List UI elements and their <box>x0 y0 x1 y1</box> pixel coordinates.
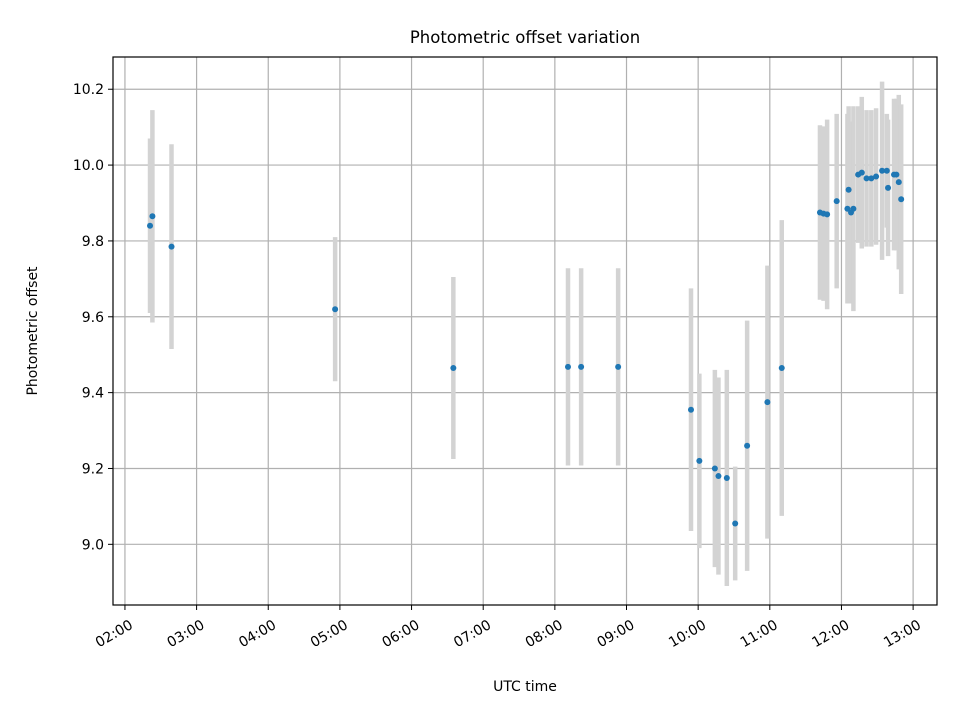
data-point <box>711 465 718 472</box>
data-point <box>879 167 886 174</box>
x-axis-label: UTC time <box>493 679 557 695</box>
data-point <box>895 179 902 186</box>
data-point <box>149 213 156 220</box>
data-points <box>147 167 905 527</box>
y-axis-label: Photometric offset <box>25 266 41 396</box>
y-tick-label: 9.2 <box>82 461 104 477</box>
y-tick-label: 9.6 <box>82 310 104 326</box>
grid <box>113 57 937 605</box>
data-point <box>844 205 851 212</box>
data-point <box>723 474 730 481</box>
data-point <box>732 520 739 527</box>
data-point <box>578 363 585 370</box>
data-point <box>850 205 857 212</box>
data-point <box>168 243 175 250</box>
data-point <box>696 457 703 464</box>
data-point <box>778 364 785 371</box>
data-point <box>885 184 892 191</box>
data-point <box>615 363 622 370</box>
chart-title: Photometric offset variation <box>410 28 640 47</box>
y-tick-label: 10.0 <box>73 158 104 174</box>
data-point <box>873 173 880 180</box>
data-point <box>332 306 339 313</box>
data-point <box>564 363 571 370</box>
data-point <box>147 222 154 229</box>
data-point <box>715 473 722 480</box>
data-point <box>845 186 852 193</box>
y-tick-label: 10.2 <box>73 82 104 98</box>
data-point <box>450 364 457 371</box>
y-axis-ticks: 9.0 9.2 9.4 9.6 9.8 10.0 10.2 <box>73 82 113 553</box>
data-point <box>687 406 694 413</box>
y-tick-label: 9.0 <box>82 537 104 553</box>
data-point <box>893 171 900 178</box>
data-point <box>898 196 905 203</box>
data-point <box>868 175 875 182</box>
data-point <box>764 399 771 406</box>
data-point <box>833 198 840 205</box>
data-point <box>824 211 831 218</box>
data-point <box>858 169 865 176</box>
y-tick-label: 9.8 <box>82 234 104 250</box>
data-point <box>883 167 890 174</box>
plot-frame <box>112 56 938 606</box>
data-point <box>863 175 870 182</box>
y-tick-label: 9.4 <box>82 386 104 402</box>
data-point <box>744 442 751 449</box>
